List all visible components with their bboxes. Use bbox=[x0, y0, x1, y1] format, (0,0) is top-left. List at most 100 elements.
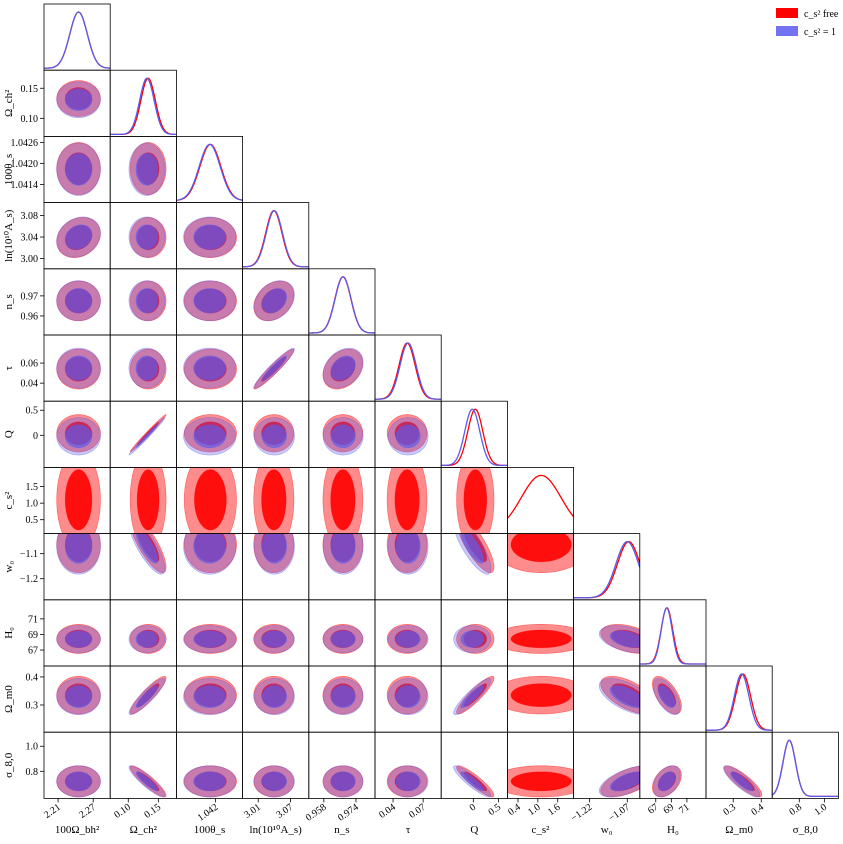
x-axis-label: H₀ bbox=[667, 824, 679, 836]
legend-label: c_s² = 1 bbox=[804, 27, 836, 38]
contour-68 bbox=[395, 533, 421, 564]
contour-68 bbox=[64, 533, 93, 564]
panel-frame bbox=[308, 268, 376, 336]
panel bbox=[507, 474, 574, 519]
contour-68 bbox=[193, 630, 226, 648]
panel-frame bbox=[43, 3, 111, 71]
panel bbox=[598, 765, 640, 798]
panel bbox=[453, 676, 495, 716]
marginal-curve bbox=[44, 11, 111, 69]
y-tick-label: 1.5 bbox=[26, 482, 39, 493]
contour-68 bbox=[64, 771, 93, 792]
panel bbox=[456, 467, 495, 534]
panel bbox=[386, 414, 429, 456]
contour-68 bbox=[136, 469, 160, 531]
panel-frame bbox=[175, 135, 243, 203]
x-tick-label: 0.5 bbox=[487, 802, 504, 818]
contour-68 bbox=[64, 153, 93, 186]
y-axis-label: Q bbox=[3, 430, 15, 438]
panel bbox=[253, 414, 295, 456]
y-tick-label: 67 bbox=[28, 646, 38, 657]
contour-68 bbox=[330, 630, 356, 648]
y-tick-label: 0.4 bbox=[26, 672, 39, 683]
y-tick-label: 0 bbox=[33, 431, 38, 442]
y-axis-label: ln(10¹⁰A_s) bbox=[3, 209, 15, 262]
contour-68 bbox=[395, 630, 421, 648]
panel bbox=[130, 533, 167, 575]
y-tick-label: 0.96 bbox=[21, 311, 39, 322]
contour-68 bbox=[330, 771, 356, 792]
contour-68 bbox=[609, 685, 640, 708]
contour-68 bbox=[193, 771, 226, 792]
y-axis-label: Ω_ch² bbox=[3, 89, 15, 117]
panel bbox=[128, 414, 167, 456]
panel bbox=[322, 467, 364, 534]
contour-68 bbox=[193, 355, 226, 381]
contour-68 bbox=[193, 424, 226, 449]
panel bbox=[183, 414, 237, 456]
panel bbox=[128, 280, 167, 322]
panel bbox=[322, 347, 364, 390]
contour-68 bbox=[460, 533, 485, 564]
panel bbox=[308, 276, 375, 334]
y-tick-label: 1.0 bbox=[26, 499, 39, 510]
panel bbox=[386, 533, 429, 575]
panel bbox=[128, 624, 167, 654]
panel bbox=[507, 765, 574, 798]
panel bbox=[183, 280, 237, 322]
marginal-curve bbox=[772, 739, 839, 798]
x-axis-label: 100θ_s bbox=[194, 824, 226, 836]
panel bbox=[183, 467, 237, 534]
contour-68 bbox=[64, 469, 93, 531]
panel bbox=[56, 280, 101, 322]
panel bbox=[386, 676, 429, 716]
contour-68 bbox=[330, 424, 356, 449]
panel bbox=[176, 143, 243, 201]
marginal-curve bbox=[573, 540, 640, 599]
marginal-curve bbox=[639, 607, 706, 665]
panel bbox=[129, 467, 167, 534]
y-axis-label: c_s² bbox=[3, 491, 15, 510]
y-tick-label: 0.10 bbox=[21, 114, 39, 125]
y-tick-label: 0.15 bbox=[21, 84, 39, 95]
y-axis-label: 100θ_s bbox=[3, 154, 15, 186]
panel bbox=[253, 533, 295, 575]
contour-68 bbox=[394, 469, 420, 531]
y-axis-label: τ bbox=[3, 365, 15, 370]
y-tick-label: 3.08 bbox=[21, 211, 39, 222]
contour-68 bbox=[193, 533, 226, 564]
contour-68 bbox=[463, 469, 488, 531]
y-tick-label: 71 bbox=[28, 614, 38, 625]
y-tick-label: 0.97 bbox=[21, 291, 39, 302]
x-axis-label: σ_8,0 bbox=[793, 824, 819, 836]
x-tick-label: 0.958 bbox=[304, 802, 329, 824]
panel bbox=[56, 142, 101, 196]
marginal-curve bbox=[176, 143, 243, 201]
panel bbox=[56, 216, 101, 258]
contour-68 bbox=[658, 771, 676, 792]
panel bbox=[322, 676, 364, 716]
contour-68 bbox=[64, 224, 93, 250]
marginal-curve bbox=[242, 209, 309, 268]
x-axis-label: w₀ bbox=[601, 824, 613, 836]
contour-68 bbox=[135, 224, 159, 250]
marginal-curve bbox=[441, 408, 508, 467]
panel-frame bbox=[771, 731, 839, 799]
panel bbox=[56, 467, 101, 534]
legend-label: c_s² free bbox=[804, 9, 839, 20]
x-tick-label: −1.22 bbox=[569, 802, 594, 824]
contour-68 bbox=[135, 424, 159, 449]
panel bbox=[386, 765, 429, 798]
panel bbox=[56, 624, 101, 654]
x-axis-label: n_s bbox=[334, 824, 349, 836]
contour-68 bbox=[261, 288, 287, 314]
y-tick-label: 3.04 bbox=[21, 233, 39, 244]
contour-68 bbox=[261, 685, 287, 708]
x-axis-label: 100Ω_bh² bbox=[55, 824, 100, 836]
panel bbox=[386, 624, 429, 654]
x-tick-label: 1.0 bbox=[526, 802, 543, 818]
contour-68 bbox=[261, 424, 287, 449]
panel bbox=[706, 673, 773, 731]
x-tick-label: 69 bbox=[662, 802, 677, 817]
x-tick-label: 3.07 bbox=[275, 802, 296, 821]
